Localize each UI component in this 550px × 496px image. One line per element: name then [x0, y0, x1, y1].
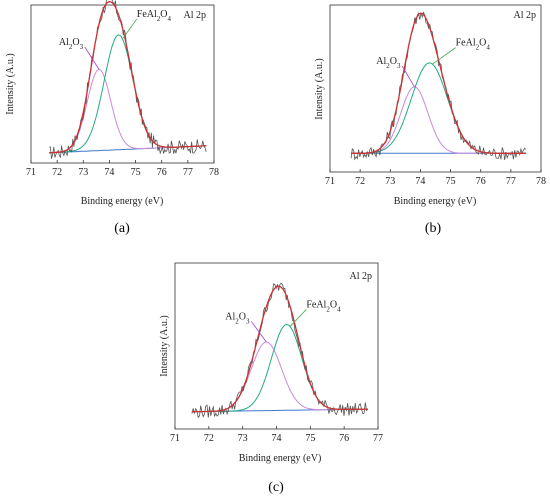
y-axis-label-b: Intensity (A.u.) — [314, 58, 325, 119]
annotation-label-feal2o4-a: FeAl2O4 — [137, 9, 172, 23]
panel-label-c: (c) — [268, 480, 284, 495]
x-ticks-a: 71 72 73 74 75 76 77 78 — [26, 160, 219, 178]
x-axis-label-a: Binding energy (eV) — [81, 196, 164, 207]
annotation-label-al2o3-b: Al2O3 — [376, 56, 401, 70]
annotation-arrow-al2o3-c — [250, 321, 267, 343]
series-envelope-line — [191, 285, 368, 413]
x-tick-label: 76 — [157, 167, 167, 178]
x-tick-label: 72 — [204, 433, 214, 444]
x-tick-label: 74 — [415, 176, 425, 187]
annotation-feal2o4-c: FeAl2O4 — [289, 299, 341, 327]
x-tick-label: 77 — [506, 176, 516, 187]
annotation-al2o3-a: Al2O3 — [59, 37, 100, 70]
series-al2o3-line — [191, 341, 368, 413]
annotation-label-feal2o4-b: FeAl2O4 — [456, 38, 491, 52]
annotation-arrow-feal2o4-a — [122, 18, 138, 40]
x-tick-label: 73 — [78, 167, 88, 178]
annotation-al2o3-b: Al2O3 — [376, 56, 415, 88]
chart-title-c: Al 2p — [350, 271, 373, 282]
x-tick-label: 76 — [476, 176, 486, 187]
x-tick-label: 75 — [131, 167, 141, 178]
annotation-label-al2o3-c: Al2O3 — [225, 311, 250, 325]
panel-c: Al 2p Intensity (A.u.) Binding energy (e… — [159, 262, 383, 495]
annotation-feal2o4-b: FeAl2O4 — [432, 38, 490, 65]
x-tick-label: 73 — [385, 176, 395, 187]
x-tick-label: 72 — [355, 176, 365, 187]
x-ticks-c: 71 72 73 74 75 76 77 — [170, 426, 383, 444]
y-axis-label-a: Intensity (A.u.) — [5, 53, 16, 114]
series-envelope-line — [49, 1, 207, 154]
x-ticks-b: 71 72 73 74 75 76 77 78 — [325, 169, 546, 187]
x-tick-label: 72 — [52, 167, 62, 178]
series-al2o3-line — [351, 86, 526, 154]
x-tick-label: 74 — [104, 167, 114, 178]
curves-c — [191, 282, 369, 419]
series-feal2o4-line — [191, 323, 368, 413]
x-axis-label-c: Binding energy (eV) — [239, 453, 322, 464]
plot-frame-a — [30, 4, 215, 164]
curves-a — [49, 0, 207, 159]
x-tick-label: 77 — [183, 167, 193, 178]
panel-a: Al 2p Intensity (A.u.) Binding energy (e… — [5, 0, 219, 236]
x-tick-label: 74 — [272, 433, 282, 444]
panel-label-b: (b) — [425, 221, 442, 236]
x-tick-label: 71 — [170, 433, 180, 444]
series-envelope-line — [351, 12, 526, 154]
series-experimental-line — [49, 0, 207, 159]
x-tick-label: 71 — [325, 176, 335, 187]
panel-label-a: (a) — [114, 221, 130, 236]
x-tick-label: 75 — [305, 433, 315, 444]
x-tick-label: 71 — [26, 167, 36, 178]
y-axis-label-c: Intensity (A.u.) — [159, 315, 170, 376]
annotation-arrow-feal2o4-c — [289, 309, 307, 327]
x-axis-label-b: Binding energy (eV) — [394, 196, 477, 207]
annotation-label-feal2o4-c: FeAl2O4 — [306, 299, 341, 313]
annotation-al2o3-c: Al2O3 — [225, 311, 267, 343]
annotation-arrow-feal2o4-b — [432, 47, 456, 65]
chart-title-b: Al 2p — [514, 10, 537, 21]
curves-b — [350, 11, 527, 161]
panel-b: Al 2p Intensity (A.u.) Binding energy (e… — [314, 4, 546, 236]
x-tick-label: 78 — [536, 176, 546, 187]
x-tick-label: 77 — [373, 433, 383, 444]
series-experimental-line — [350, 11, 527, 161]
annotation-feal2o4-a: FeAl2O4 — [122, 9, 172, 40]
x-tick-label: 76 — [339, 433, 349, 444]
plot-frame-b — [329, 4, 542, 173]
x-tick-label: 75 — [446, 176, 456, 187]
series-experimental-line — [191, 282, 369, 419]
chart-title-a: Al 2p — [184, 10, 207, 21]
x-tick-label: 78 — [209, 167, 219, 178]
annotation-arrow-al2o3-b — [401, 66, 415, 88]
annotation-arrow-al2o3-a — [84, 46, 100, 70]
annotation-label-al2o3-a: Al2O3 — [59, 37, 84, 51]
x-tick-label: 73 — [238, 433, 248, 444]
